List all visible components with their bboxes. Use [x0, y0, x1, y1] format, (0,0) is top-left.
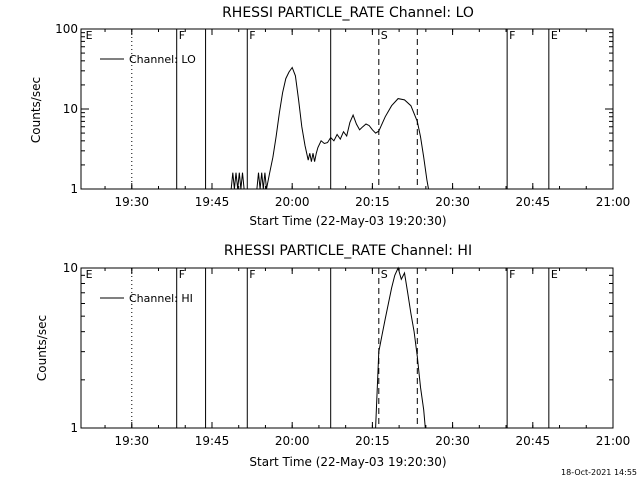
- render-timestamp: 18-Oct-2021 14:55: [561, 468, 637, 477]
- hi-x-tick-label: 20:45: [516, 434, 551, 448]
- lo-x-tick-label: 20:15: [355, 195, 390, 209]
- lo-event-marker-label: E: [86, 29, 93, 42]
- hi-x-tick-label: 19:30: [114, 434, 149, 448]
- hi-x-tick-label: 20:15: [355, 434, 390, 448]
- hi-x-tick-label: 20:00: [275, 434, 310, 448]
- lo-x-tick-label: 20:00: [275, 195, 310, 209]
- hi-y-tick-label: 1: [70, 421, 78, 435]
- lo-series-line: [230, 172, 245, 190]
- lo-x-tick-label: 19:30: [114, 195, 149, 209]
- lo-event-marker-label: E: [551, 29, 558, 42]
- hi-event-marker-label: E: [86, 268, 93, 281]
- lo-chart-title: RHESSI PARTICLE_RATE Channel: LO: [222, 5, 474, 21]
- lo-event-marker-label: F: [509, 29, 515, 42]
- hi-legend-label: Channel: HI: [129, 292, 193, 305]
- lo-event-marker-label: S: [381, 29, 388, 42]
- lo-x-tick-label: 19:45: [195, 195, 230, 209]
- hi-x-tick-label: 20:30: [435, 434, 470, 448]
- lo-event-marker-label: F: [249, 29, 255, 42]
- lo-y-axis-label: Counts/sec: [29, 77, 43, 143]
- lo-x-tick-label: 20:45: [516, 195, 551, 209]
- lo-x-tick-label: 20:30: [435, 195, 470, 209]
- hi-event-marker-label: F: [509, 268, 515, 281]
- lo-series-line: [256, 172, 267, 190]
- hi-event-marker-label: S: [381, 268, 388, 281]
- lo-event-marker-label: F: [179, 29, 185, 42]
- hi-event-marker-label: F: [249, 268, 255, 281]
- hi-chart-title: RHESSI PARTICLE_RATE Channel: HI: [224, 243, 472, 259]
- lo-y-tick-label: 1: [70, 182, 78, 196]
- lo-x-axis-label: Start Time (22-May-03 19:20:30): [249, 214, 446, 228]
- lo-y-tick-label: 10: [63, 102, 78, 116]
- hi-channel-panel: RHESSI PARTICLE_RATE Channel: HI Counts/…: [35, 243, 630, 469]
- hi-x-axis-label: Start Time (22-May-03 19:20:30): [249, 455, 446, 469]
- hi-y-tick-label: 10: [63, 261, 78, 275]
- hi-x-tick-label: 19:45: [195, 434, 230, 448]
- hi-x-tick-label: 21:00: [596, 434, 631, 448]
- hi-series-line: [375, 266, 426, 429]
- lo-legend-label: Channel: LO: [129, 53, 196, 66]
- hi-y-axis-label: Counts/sec: [35, 315, 49, 381]
- lo-y-tick-label: 100: [55, 22, 78, 36]
- hi-event-marker-label: E: [551, 268, 558, 281]
- lo-x-tick-label: 21:00: [596, 195, 631, 209]
- lo-channel-panel: RHESSI PARTICLE_RATE Channel: LO Counts/…: [29, 5, 630, 228]
- lo-series-line: [266, 66, 429, 190]
- hi-event-marker-label: F: [179, 268, 185, 281]
